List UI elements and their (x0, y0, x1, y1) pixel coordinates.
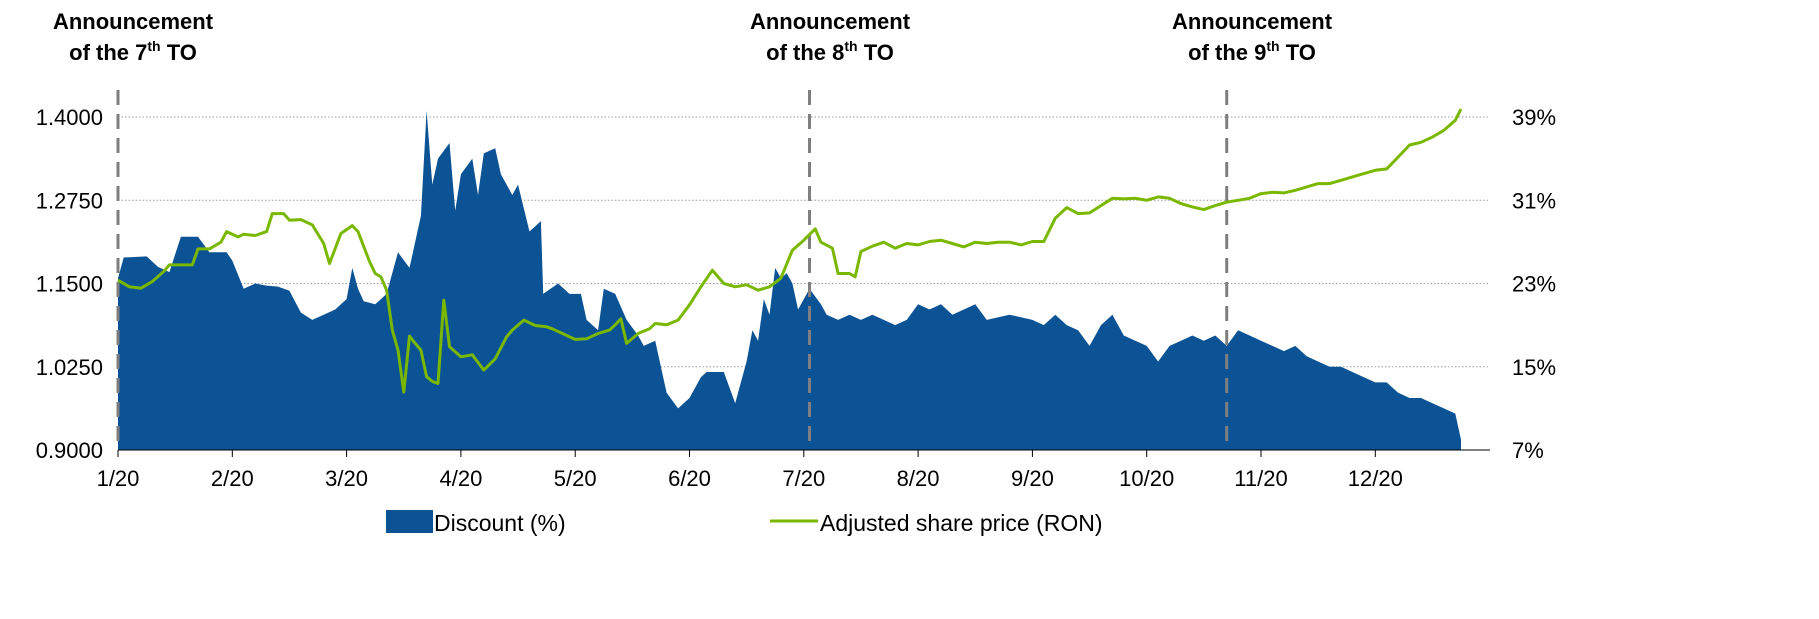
x-tick-label: 7/20 (782, 466, 825, 491)
annotations: Announcement of the 7th TO Announcement of … (53, 9, 1333, 65)
y-right-tick-label: 7% (1512, 438, 1544, 463)
share-price-line (117, 108, 1463, 394)
share-price-line-layer (117, 108, 1463, 394)
legend-label-share-price: Adjusted share price (RON) (820, 510, 1103, 536)
y-right-tick-label: 31% (1512, 188, 1556, 213)
axes: 0.9000 7% 1.0250 15% 1.1500 23% 1.2750 31% 1.400… (36, 105, 1556, 491)
discount-area-layer (118, 110, 1461, 451)
discount-area (118, 110, 1461, 451)
x-tick-label: 6/20 (668, 466, 711, 491)
annotation-title: Announcement (53, 9, 214, 34)
legend-swatch-discount (386, 510, 433, 533)
x-tick-label: 10/20 (1119, 466, 1174, 491)
x-tick-label: 3/20 (325, 466, 368, 491)
y-right-tick-label: 39% (1512, 105, 1556, 130)
annotation-subtitle: of the 7th TO (69, 38, 197, 65)
annotation-title: Announcement (1172, 9, 1333, 34)
legend-label-discount: Discount (%) (434, 510, 566, 536)
y-right-tick-label: 23% (1512, 272, 1556, 297)
y-left-tick-label: 1.0250 (36, 355, 103, 380)
x-tick-label: 2/20 (211, 466, 254, 491)
x-tick-label: 5/20 (554, 466, 597, 491)
x-tick-label: 4/20 (439, 466, 482, 491)
x-tick-label: 12/20 (1348, 466, 1403, 491)
annotation-subtitle: of the 9th TO (1188, 38, 1316, 65)
legend: Discount (%) Adjusted share price (RON) (386, 510, 1103, 536)
x-tick-label: 8/20 (897, 466, 940, 491)
x-tick-label: 1/20 (97, 466, 140, 491)
y-right-tick-label: 15% (1512, 355, 1556, 380)
x-tick-label: 11/20 (1234, 466, 1287, 491)
y-left-tick-label: 1.4000 (36, 105, 103, 130)
annotation-title: Announcement (750, 9, 911, 34)
y-left-tick-label: 1.1500 (36, 272, 103, 297)
y-left-tick-label: 0.9000 (36, 438, 103, 463)
x-tick-label: 9/20 (1011, 466, 1054, 491)
announcement-lines (116, 90, 1229, 450)
annotation-subtitle: of the 8th TO (766, 38, 894, 65)
y-left-tick-label: 1.2750 (36, 188, 103, 213)
